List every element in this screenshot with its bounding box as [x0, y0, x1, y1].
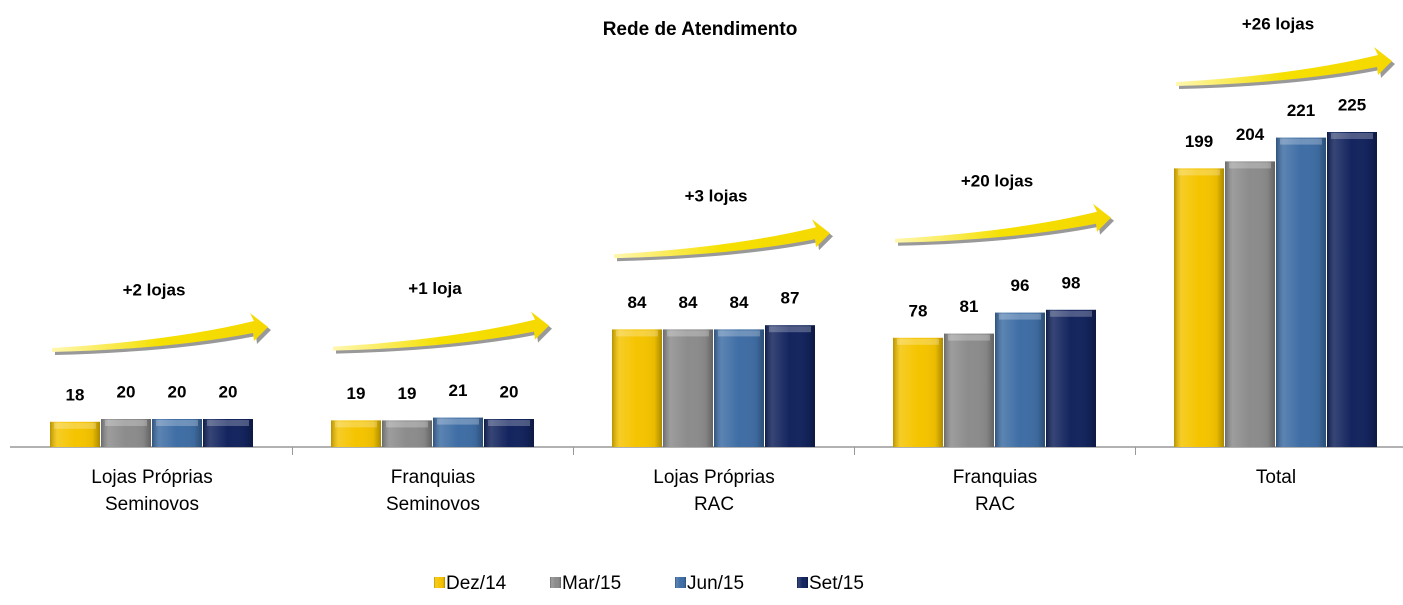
bar-cap — [1331, 133, 1373, 139]
bar-shine — [612, 329, 662, 447]
chart-title: Rede de Atendimento — [603, 19, 798, 40]
legend-label: Set/15 — [809, 573, 864, 594]
value-label: 20 — [117, 382, 136, 401]
legend-swatch-shine — [797, 577, 808, 588]
bar-shine — [1327, 132, 1377, 447]
x-tick-label: Franquias RAC — [953, 467, 1038, 515]
bar-shine — [893, 337, 943, 447]
legend-swatch-shine — [675, 577, 686, 588]
value-label: 96 — [1011, 276, 1030, 295]
value-label: 20 — [500, 382, 519, 401]
arrow — [52, 313, 268, 352]
legend-swatch-shine — [434, 577, 445, 588]
bar-shine — [1174, 168, 1224, 447]
value-label: 84 — [730, 293, 749, 312]
value-label: 20 — [168, 382, 187, 401]
annotation: +3 lojas — [685, 187, 748, 206]
bar-cap — [488, 420, 530, 426]
bar-cap — [437, 418, 479, 425]
bar-cap — [1178, 169, 1220, 176]
bar-shine — [484, 419, 534, 447]
bar-shine — [331, 420, 381, 447]
bar-shine — [714, 329, 764, 447]
bar-shine — [663, 329, 713, 447]
bar-shine — [944, 333, 994, 447]
arrow — [333, 311, 549, 351]
value-label: 225 — [1338, 95, 1366, 114]
bar-cap — [769, 326, 811, 333]
bar-cap — [54, 422, 96, 429]
bar-shine — [1046, 309, 1096, 447]
bar-shine — [203, 419, 253, 447]
value-label: 19 — [347, 384, 366, 403]
bar-cap — [718, 330, 760, 337]
value-label: 20 — [219, 382, 238, 401]
value-label: 204 — [1236, 125, 1265, 144]
bar-cap — [897, 338, 939, 345]
value-label: 21 — [449, 381, 468, 400]
bar-cap — [948, 334, 990, 341]
legend-label: Mar/15 — [562, 573, 621, 594]
bar-cap — [999, 313, 1041, 320]
bar-shine — [433, 417, 483, 447]
value-label: 18 — [66, 385, 85, 404]
bar-shine — [995, 312, 1045, 447]
bar-cap — [667, 330, 709, 337]
value-label: 19 — [398, 384, 417, 403]
annotation: +26 lojas — [1242, 14, 1314, 33]
annotation: +20 lojas — [961, 171, 1033, 190]
bar-shine — [152, 419, 202, 447]
bar-cap — [105, 420, 147, 426]
x-tick-label: Lojas Próprias RAC — [653, 467, 774, 515]
bar-cap — [156, 420, 198, 426]
legend-swatch-shine — [550, 577, 561, 588]
value-label: 84 — [679, 293, 698, 312]
value-label: 199 — [1185, 132, 1213, 151]
bar-cap — [1280, 138, 1322, 145]
bar-shine — [101, 419, 151, 447]
arrow — [614, 219, 830, 259]
arrow — [1176, 47, 1392, 86]
arrow — [895, 203, 1111, 243]
bar-cap — [207, 420, 249, 426]
bar-cap — [1229, 162, 1271, 169]
x-tick-label: Total — [1256, 467, 1296, 488]
bar-cap — [616, 330, 658, 337]
value-label: 98 — [1062, 273, 1081, 292]
annotation: +2 lojas — [123, 280, 186, 299]
value-label: 84 — [628, 293, 647, 312]
bar-shine — [382, 420, 432, 447]
annotation: +1 loja — [408, 279, 462, 298]
value-label: 221 — [1287, 101, 1315, 120]
bar-shine — [765, 325, 815, 447]
value-label: 81 — [960, 297, 979, 316]
bar-cap — [1050, 310, 1092, 317]
bar-shine — [1225, 161, 1275, 447]
bar-shine — [1276, 137, 1326, 447]
legend-label: Dez/14 — [446, 573, 507, 594]
value-label: 87 — [781, 289, 800, 308]
bar-shine — [50, 421, 100, 447]
x-tick-label: Franquias Seminovos — [386, 467, 480, 515]
bar-cap — [335, 421, 377, 428]
legend-label: Jun/15 — [687, 573, 744, 594]
value-label: 78 — [909, 301, 928, 320]
x-tick-label: Lojas Próprias Seminovos — [91, 467, 212, 515]
bar-cap — [386, 421, 428, 428]
